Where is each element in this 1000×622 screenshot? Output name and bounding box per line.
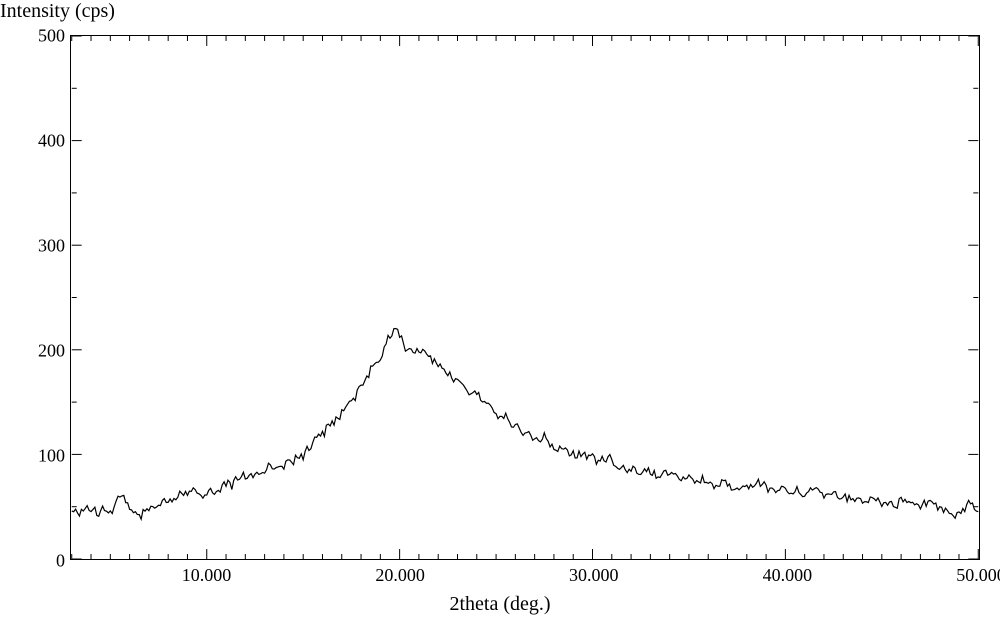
x-axis-label: 2theta (deg.) xyxy=(449,593,550,616)
xrd-trace xyxy=(72,328,979,519)
plot-area: 010020030040050010.00020.00030.00040.000… xyxy=(70,35,980,560)
y-axis-label: Intensity (cps) xyxy=(0,0,115,23)
y-tick-label: 0 xyxy=(25,551,65,572)
y-tick-label: 400 xyxy=(25,131,65,152)
x-tick-label: 40.000 xyxy=(763,565,813,586)
y-tick-label: 300 xyxy=(25,236,65,257)
xrd-figure: Intensity (cps) 010020030040050010.00020… xyxy=(0,0,1000,622)
x-tick-label: 10.000 xyxy=(182,565,232,586)
x-tick-label: 30.000 xyxy=(569,565,619,586)
x-tick-label: 50.000 xyxy=(956,565,1000,586)
y-tick-label: 200 xyxy=(25,341,65,362)
x-tick-label: 20.000 xyxy=(375,565,425,586)
y-tick-label: 100 xyxy=(25,446,65,467)
plot-svg xyxy=(71,36,979,559)
y-tick-label: 500 xyxy=(25,26,65,47)
